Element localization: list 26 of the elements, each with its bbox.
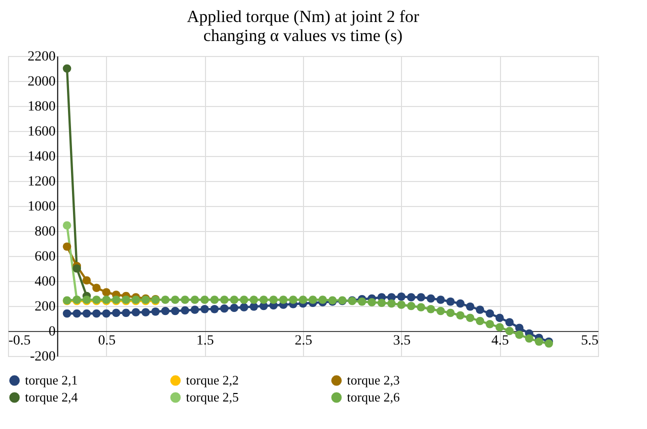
x-tick-label: 0.5	[98, 334, 116, 348]
y-tick-label: 1400	[28, 150, 56, 164]
x-tick-label: 2.5	[294, 334, 312, 348]
legend-label: torque 2,3	[347, 372, 400, 388]
y-tick-label: 200	[34, 300, 56, 314]
y-tick-label: 2200	[28, 50, 56, 64]
y-tick-label: 600	[34, 250, 56, 264]
legend-label: torque 2,5	[186, 390, 239, 404]
legend-label: torque 2,6	[347, 390, 400, 404]
chart-title: Applied torque (Nm) at joint 2 for changing α values vs time (s)	[186, 7, 420, 45]
x-tick-label: 4.5	[491, 334, 509, 348]
x-tick-label: 5.5	[581, 334, 598, 348]
legend-label: torque 2,1	[25, 372, 78, 388]
y-tick-label: 1800	[28, 100, 56, 114]
legend-label: torque 2,2	[186, 372, 239, 388]
y-tick-label: -200	[30, 350, 56, 364]
y-tick-label: 1000	[28, 200, 56, 214]
y-tick-label: 800	[34, 224, 56, 240]
legend-label: torque 2,4	[25, 390, 78, 404]
y-tick-label: 400	[34, 274, 56, 290]
y-tick-label: 1200	[28, 174, 56, 190]
x-tick-label: -0.5	[8, 334, 31, 348]
y-tick-label: 2000	[28, 74, 56, 90]
x-tick-label: 3.5	[393, 334, 411, 348]
y-tick-label: 1600	[28, 124, 56, 140]
x-tick-label: 1.5	[196, 334, 214, 348]
